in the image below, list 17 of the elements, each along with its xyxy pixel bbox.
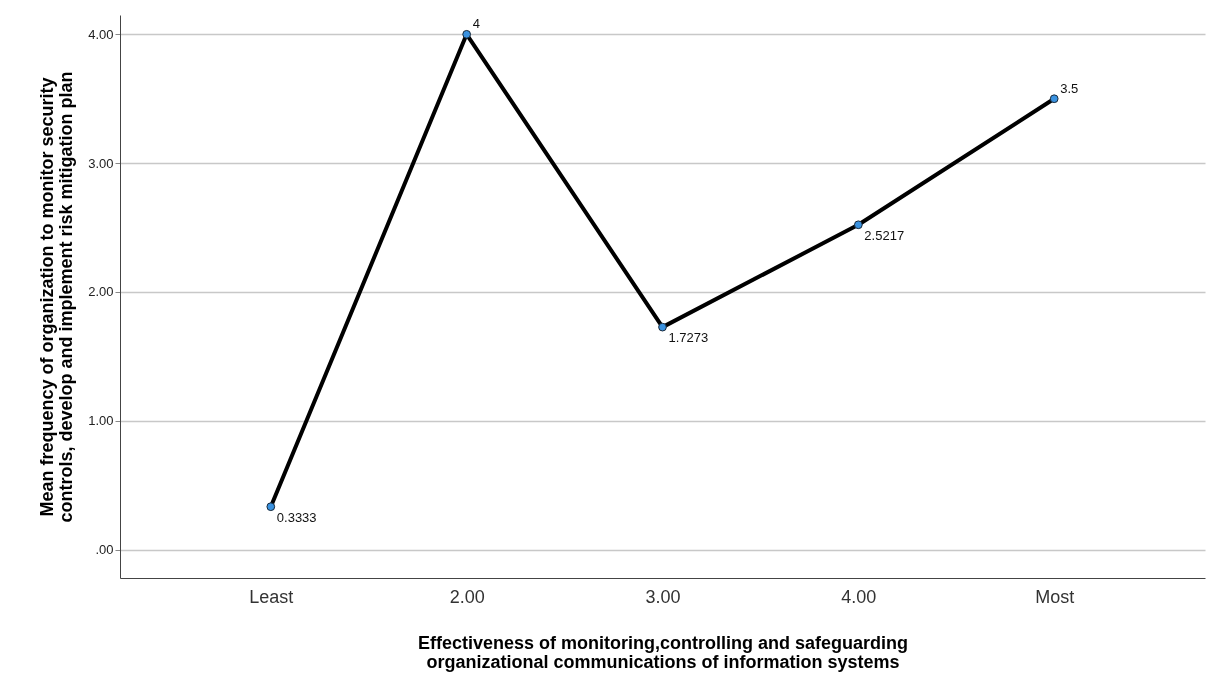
data-label: 4 [472,16,480,32]
x-tick-label: 3.00 [645,586,681,607]
y-axis-title: Mean frequency of organization to monitor security controls, develop and implement risk mitigation plan [37,71,77,523]
y-tick-label: .00 [95,542,114,558]
x-axis-title: Effectiveness of monitoring,controlling and safeguarding organizational communications of information systems [417,632,909,672]
data-label: 1.7273 [668,330,709,346]
data-label: 3.5 [1060,80,1079,96]
y-tick-label: 4.00 [88,26,114,42]
y-tick-label: 1.00 [88,413,114,429]
x-tick-label: Least [249,586,294,607]
x-tick-label: 4.00 [841,586,877,607]
y-tick-label: 3.00 [88,155,114,171]
y-tick-label: 2.00 [88,284,114,300]
data-label: 0.3333 [276,509,317,525]
data-label: 2.5217 [864,227,905,243]
x-tick-label: Most [1035,586,1075,607]
x-tick-label: 2.00 [449,586,485,607]
